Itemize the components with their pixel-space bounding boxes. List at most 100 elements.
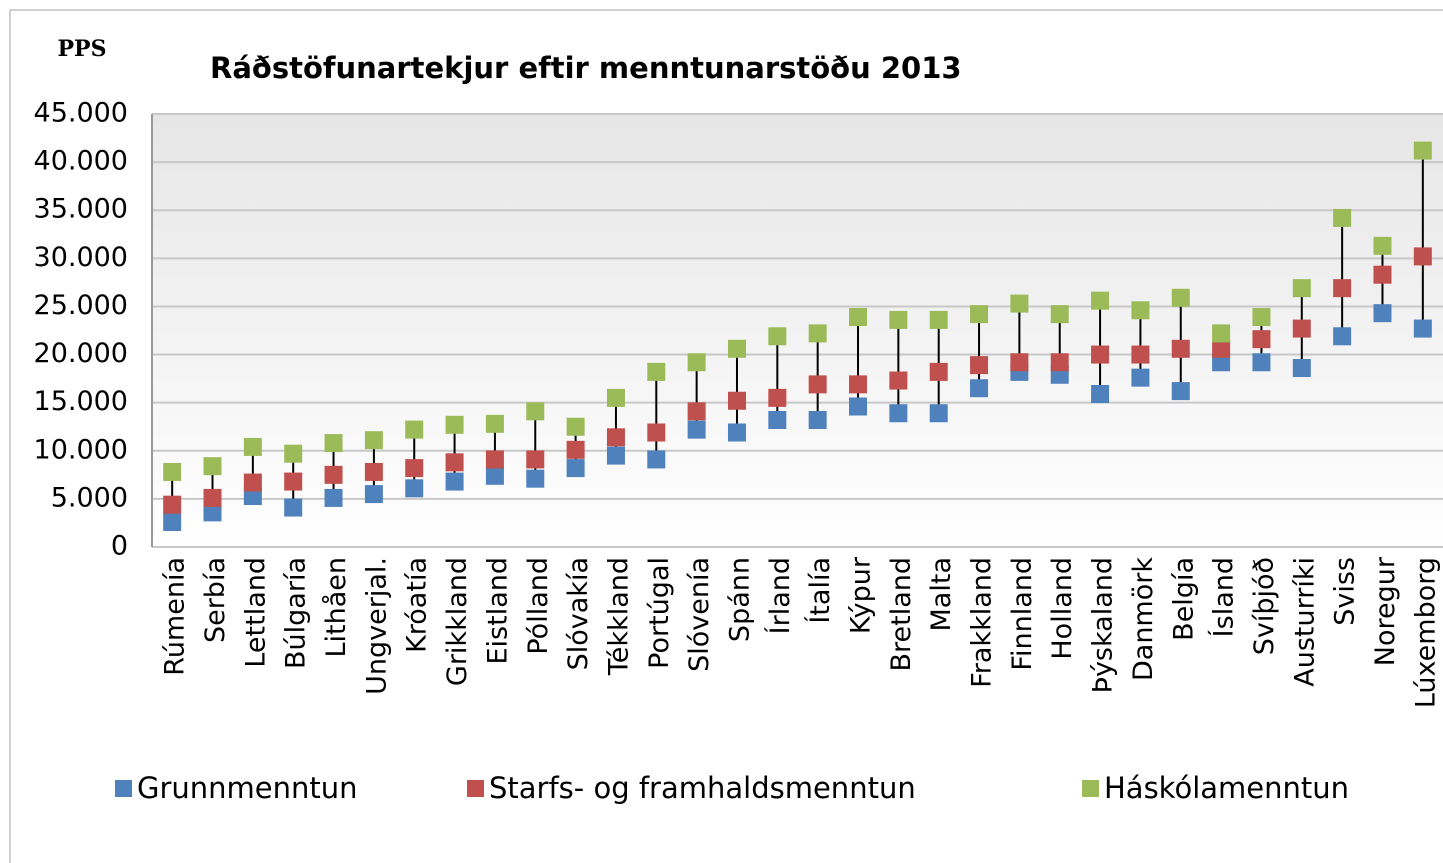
marker [647, 450, 666, 469]
y-tick-label: 0 [111, 531, 128, 562]
marker [1333, 279, 1352, 298]
x-tick-label: Pólland [523, 557, 554, 655]
marker [606, 428, 625, 447]
marker [889, 404, 908, 423]
legend-marker [1082, 780, 1099, 797]
marker [687, 353, 706, 372]
x-tick-label: Kýpur [846, 556, 877, 634]
y-tick-label: 5.000 [51, 482, 128, 513]
x-tick-label: Lúxemborg [1410, 557, 1441, 708]
marker [1292, 319, 1311, 338]
marker [1010, 353, 1029, 372]
marker [606, 446, 625, 465]
chart-border [9, 9, 1443, 863]
marker [647, 362, 666, 381]
marker [1050, 353, 1069, 372]
x-tick-label: Rúmenía [160, 557, 191, 676]
legend-label: Háskólamenntun [1104, 771, 1349, 805]
marker [364, 462, 383, 481]
x-tick-label: Grikkland [442, 557, 473, 686]
marker [324, 488, 343, 507]
marker [1171, 382, 1190, 401]
marker [163, 512, 182, 531]
x-tick-label: Holland [1047, 557, 1078, 660]
marker [566, 440, 585, 459]
marker [768, 410, 787, 429]
marker [1091, 385, 1110, 404]
x-tick-label: Ísland [1208, 557, 1240, 637]
marker [566, 459, 585, 478]
x-tick-label: Ungverjal. [361, 557, 392, 695]
marker [1333, 327, 1352, 346]
x-tick-label: Malta [926, 557, 957, 631]
marker [203, 488, 222, 507]
marker [324, 465, 343, 484]
marker [1091, 291, 1110, 310]
legend-label: Starfs- og framhaldsmenntun [489, 771, 916, 805]
marker [243, 473, 262, 492]
x-tick-label: Sviss [1330, 557, 1361, 626]
y-tick-label: 45.000 [34, 98, 128, 129]
y-tick-label: 10.000 [34, 434, 128, 465]
marker [1212, 324, 1231, 343]
marker [1131, 301, 1150, 320]
marker [405, 479, 424, 498]
marker [849, 308, 868, 327]
marker [929, 404, 948, 423]
x-tick-label: Írland [764, 557, 796, 634]
legend-marker [467, 780, 484, 797]
marker [526, 469, 545, 488]
marker [405, 459, 424, 478]
marker [1373, 236, 1392, 255]
marker [1373, 265, 1392, 284]
marker [1292, 279, 1311, 298]
marker [1050, 305, 1069, 324]
x-tick-label: Austurríki [1289, 557, 1320, 687]
x-tick-label: Noregur [1370, 556, 1401, 666]
marker [1413, 319, 1432, 338]
marker [526, 402, 545, 421]
marker [647, 423, 666, 442]
marker [284, 498, 303, 517]
marker [1131, 345, 1150, 364]
x-tick-label: Danmörk [1128, 557, 1159, 681]
marker [1212, 339, 1231, 358]
marker [445, 472, 464, 491]
x-tick-label: Slóvenía [684, 557, 715, 672]
marker [768, 388, 787, 407]
marker [1091, 345, 1110, 364]
marker [1373, 304, 1392, 323]
y-tick-label: 15.000 [34, 386, 128, 417]
marker [566, 417, 585, 436]
y-tick-label: 40.000 [34, 146, 128, 177]
marker [808, 410, 827, 429]
marker [284, 444, 303, 463]
marker [163, 495, 182, 514]
marker [889, 310, 908, 329]
marker [203, 503, 222, 522]
marker [1252, 308, 1271, 327]
x-tick-label: Finnland [1007, 557, 1038, 671]
marker [163, 462, 182, 481]
x-tick-label: Bretland [886, 557, 917, 672]
y-tick-label: 30.000 [34, 242, 128, 273]
x-tick-label: Portúgal [644, 557, 675, 669]
x-tick-label: Slóvakía [563, 557, 594, 670]
marker [1131, 368, 1150, 387]
marker [445, 453, 464, 472]
marker [1171, 339, 1190, 358]
marker [970, 356, 989, 375]
marker [1333, 208, 1352, 227]
y-tick-label: 25.000 [34, 290, 128, 321]
marker [324, 434, 343, 453]
marker [970, 305, 989, 324]
marker [364, 485, 383, 504]
marker [727, 423, 746, 442]
marker [1252, 330, 1271, 349]
chart-title: Ráðstöfunartekjur eftir menntunarstöðu 2… [210, 51, 962, 85]
x-tick-label: Svíþjóð [1249, 557, 1280, 655]
marker [1292, 359, 1311, 378]
marker [727, 391, 746, 410]
marker [203, 457, 222, 476]
